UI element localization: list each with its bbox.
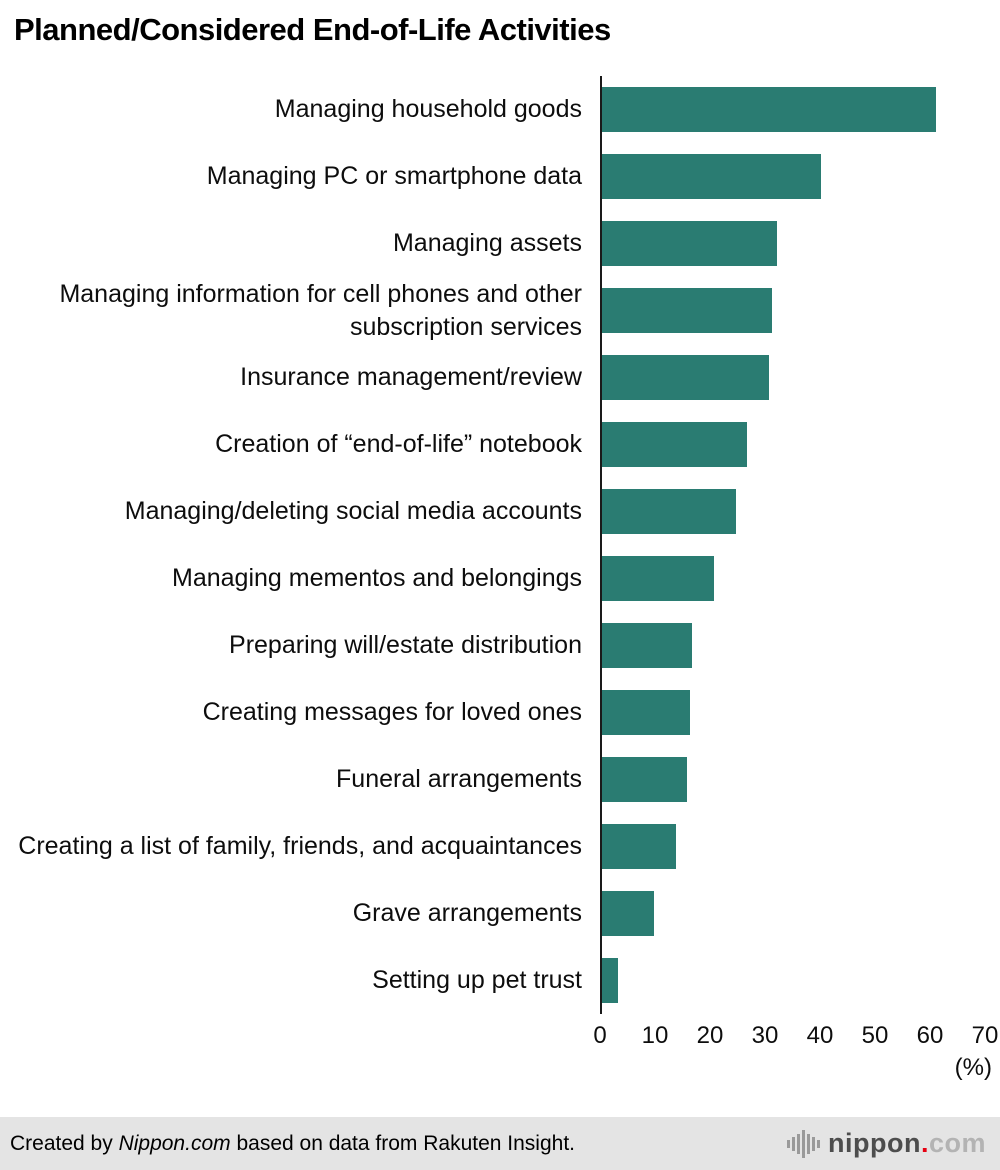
bar-row: Managing PC or smartphone data (0, 143, 1000, 210)
bar (602, 757, 687, 802)
x-tick-label: 60 (916, 1022, 944, 1049)
bar-track (600, 545, 985, 612)
x-tick-label: 70 (971, 1022, 999, 1049)
footer-bar: Created by Nippon.com based on data from… (0, 1117, 1000, 1170)
credit-source: Nippon.com (118, 1131, 231, 1155)
logo-tld: com (928, 1128, 986, 1158)
bar-track (600, 210, 985, 277)
chart-rows: Managing household goods Managing PC or s… (0, 76, 1000, 1014)
bar-row: Insurance management/review (0, 344, 1000, 411)
x-tick-label: 40 (806, 1022, 834, 1049)
bar (602, 690, 690, 735)
bar-label: Funeral arrangements (336, 765, 582, 794)
bar-label: Creating messages for loved ones (202, 698, 582, 727)
bar (602, 824, 676, 869)
logo-text: nippon.com (828, 1128, 986, 1159)
x-tick-label: 10 (641, 1022, 669, 1049)
bar (602, 958, 619, 1003)
bar-track (600, 612, 985, 679)
logo-dot: . (920, 1128, 929, 1158)
nippon-logo: nippon.com (786, 1128, 986, 1159)
bar-row: Managing information for cell phones and… (0, 277, 1000, 344)
bar-row: Funeral arrangements (0, 746, 1000, 813)
x-tick-label: 20 (696, 1022, 724, 1049)
unit-row: (%) (0, 1052, 1000, 1082)
bar-track (600, 411, 985, 478)
bar (602, 221, 778, 266)
bar (602, 87, 936, 132)
credit-text: Created by Nippon.com based on data from… (10, 1132, 575, 1156)
bar-label: Creating a list of family, friends, and … (18, 832, 582, 861)
bar-label: Managing assets (392, 229, 582, 258)
soundwave-bars-icon (786, 1129, 820, 1158)
bar-track (600, 679, 985, 746)
bar (602, 891, 654, 936)
bar-row: Managing mementos and belongings (0, 545, 1000, 612)
bar-row: Managing/deleting social media accounts (0, 478, 1000, 545)
bar (602, 623, 693, 668)
x-tick-label: 30 (751, 1022, 779, 1049)
bar-row: Setting up pet trust (0, 947, 1000, 1014)
bar-label: Managing/deleting social media accounts (124, 497, 582, 526)
bar-row: Creation of “end-of-life” notebook (0, 411, 1000, 478)
bar-label: Managing PC or smartphone data (206, 162, 582, 191)
axis-spacer (0, 1022, 600, 1052)
bar-label: Creation of “end-of-life” notebook (215, 430, 582, 459)
credit-prefix: Created by (10, 1131, 119, 1155)
x-ticks: 0 10 20 30 40 50 60 70 (593, 1022, 998, 1052)
page-title: Planned/Considered End-of-Life Activitie… (14, 12, 611, 47)
bar-label: Insurance management/review (240, 363, 582, 392)
credit-suffix: based on data from Rakuten Insight. (230, 1131, 576, 1155)
bar (602, 556, 715, 601)
bar-row: Managing assets (0, 210, 1000, 277)
bar-label: Managing household goods (274, 95, 582, 124)
bar (602, 489, 737, 534)
bar-track (600, 478, 985, 545)
unit-spacer (0, 1052, 600, 1082)
bar-label: Grave arrangements (352, 899, 582, 928)
bar-track (600, 813, 985, 880)
bar (602, 288, 772, 333)
bar (602, 154, 821, 199)
bar-row: Creating messages for loved ones (0, 679, 1000, 746)
axis-unit-label: (%) (954, 1054, 992, 1081)
bar-track (600, 947, 985, 1014)
bar-label: Managing mementos and belongings (172, 564, 582, 593)
x-tick-label: 50 (861, 1022, 889, 1049)
logo-name: nippon (827, 1128, 921, 1158)
bar (602, 422, 747, 467)
bar (602, 355, 769, 400)
bar-track (600, 76, 985, 143)
bar-label: Setting up pet trust (372, 966, 582, 995)
x-axis: 0 10 20 30 40 50 60 70 (0, 1022, 1000, 1052)
bar-track (600, 143, 985, 210)
bar-track (600, 344, 985, 411)
bar-label: Preparing will/estate distribution (229, 631, 582, 660)
bar-row: Preparing will/estate distribution (0, 612, 1000, 679)
bar-row: Grave arrangements (0, 880, 1000, 947)
bar-track (600, 277, 985, 344)
bar-track (600, 880, 985, 947)
bar-track (600, 746, 985, 813)
bar-row: Creating a list of family, friends, and … (0, 813, 1000, 880)
bar-row: Managing household goods (0, 76, 1000, 143)
bar-label: Managing information for cell phones and… (59, 280, 582, 341)
bar-chart: Managing household goods Managing PC or s… (0, 76, 1000, 1082)
x-tick-label: 0 (593, 1022, 607, 1049)
